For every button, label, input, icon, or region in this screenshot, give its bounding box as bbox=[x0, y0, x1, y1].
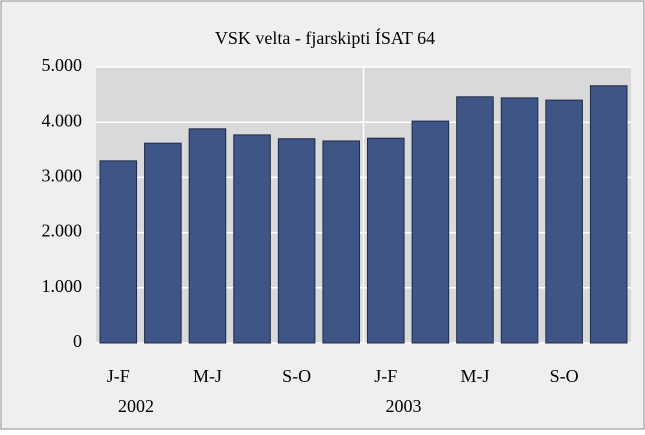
bar bbox=[411, 120, 450, 344]
year-label: 2002 bbox=[118, 396, 154, 416]
bar bbox=[500, 97, 539, 344]
x-tick-label: M-J bbox=[193, 366, 222, 386]
y-tick-label: 3.000 bbox=[42, 166, 83, 186]
bar bbox=[456, 96, 494, 344]
bar bbox=[589, 85, 628, 344]
y-tick-label: 4.000 bbox=[42, 110, 83, 130]
bar bbox=[322, 140, 360, 344]
chart-title: VSK velta - fjarskipti ÍSAT 64 bbox=[215, 27, 435, 48]
bar bbox=[545, 99, 583, 344]
y-tick-label: 1.000 bbox=[42, 276, 83, 296]
bar bbox=[188, 128, 227, 344]
bar bbox=[233, 134, 271, 344]
x-tick-label: J-F bbox=[374, 366, 397, 386]
bar bbox=[367, 137, 405, 344]
x-tick-label: S-O bbox=[282, 366, 311, 386]
bar bbox=[277, 138, 316, 344]
y-tick-label: 0 bbox=[73, 331, 82, 351]
x-tick-label: J-F bbox=[107, 366, 130, 386]
year-label: 2003 bbox=[386, 396, 422, 416]
x-tick-label: M-J bbox=[460, 366, 489, 386]
bar bbox=[144, 142, 182, 344]
bar bbox=[99, 160, 138, 344]
y-tick-label: 5.000 bbox=[42, 55, 83, 75]
x-tick-label: S-O bbox=[550, 366, 579, 386]
y-tick-label: 2.000 bbox=[42, 221, 83, 241]
